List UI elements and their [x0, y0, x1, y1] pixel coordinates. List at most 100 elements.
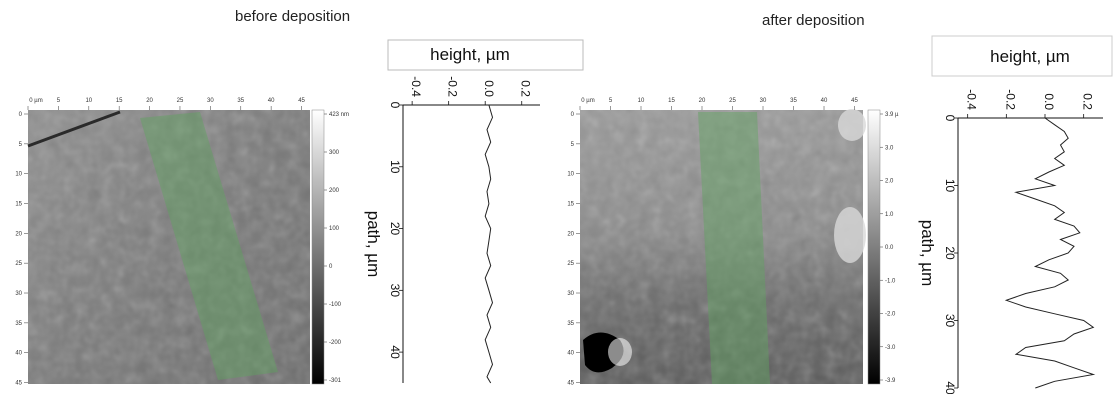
colorbar-tick-label: 300 — [329, 150, 340, 156]
map-y-tick-label: 35 — [567, 321, 574, 327]
map-x-tick-label: 5 — [57, 98, 61, 104]
after-deposition-title: after deposition — [762, 12, 865, 29]
colorbar-tick-label: -100 — [329, 302, 342, 308]
profile-y-tick-label: 30 — [943, 314, 957, 328]
profile-after: height, µm -0.4 -0.2 0.0 0.2 0 10 20 30 40 path, µ… — [918, 35, 1113, 394]
colorbar-tick-label: 2.0 — [885, 179, 894, 185]
profile-x-tick-label: -0.2 — [446, 76, 460, 97]
xlabel-box-before — [387, 39, 584, 71]
afm-map-before: 0 µm 5 10 15 20 25 30 35 40 45051015202530354045 … — [15, 98, 349, 387]
colorbar-tick-label: 3.0 — [885, 145, 894, 151]
map-y-tick-label: 20 — [567, 231, 574, 237]
map-x-tick-label: 35 — [790, 98, 797, 104]
colorbar-tick-label: -200 — [329, 340, 342, 346]
map-y-tick-label: 45 — [15, 381, 22, 387]
map-y-tick-label: 30 — [567, 291, 574, 297]
afm-map-after: 0 µm 5 10 15 20 25 30 35 40 45051015202530354045 … — [567, 98, 899, 387]
profile-ylabel: path, µm — [918, 220, 937, 287]
map-y-tick-label: 20 — [15, 231, 22, 237]
colorbar-before — [311, 109, 325, 385]
scratch-line — [27, 110, 121, 148]
map-y-tick-label: 15 — [15, 202, 22, 208]
profile-x-tick-label: -0.4 — [409, 76, 423, 97]
profile-ylabel: path, µm — [364, 211, 383, 278]
map-y-tick-label: 45 — [567, 381, 574, 387]
map-x-tick-label: 0 µm — [581, 98, 594, 104]
map-x-tick-label: 15 — [668, 98, 675, 104]
map-y-tick-label: 0 — [571, 112, 575, 118]
map-y-tick-label: 35 — [15, 321, 22, 327]
map-x-tick-label: 40 — [268, 98, 275, 104]
map-x-tick-label: 15 — [116, 98, 123, 104]
map-x-tick-label: 5 — [609, 98, 613, 104]
map-x-tick-label: 45 — [851, 98, 858, 104]
profile-x-tick-label: 0.2 — [1081, 93, 1095, 110]
map-y-tick-label: 10 — [567, 172, 574, 178]
map-x-tick-label: 25 — [729, 98, 736, 104]
colorbar-tick-label: 0 — [329, 264, 333, 270]
bright-spot-right — [834, 207, 866, 263]
profile-y-tick-label: 40 — [943, 381, 957, 394]
map-y-tick-label: 40 — [15, 351, 22, 357]
scan-highlight-after — [698, 112, 770, 384]
map-x-tick-label: 20 — [146, 98, 153, 104]
map-y-tick-label: 25 — [567, 261, 574, 267]
profile-x-tick-label: -0.2 — [1003, 89, 1017, 110]
profile-plot-after: height, µm -0.4 -0.2 0.0 0.2 0 10 20 30 40 path, µ… — [918, 47, 1103, 394]
profile-line — [1004, 117, 1096, 389]
profile-x-tick-label: -0.4 — [965, 89, 979, 110]
map-x-tick-label: 0 µm — [29, 98, 42, 104]
profile-line — [484, 104, 494, 384]
bright-spot-top — [838, 109, 866, 141]
colorbar-tick-label: -3.0 — [885, 345, 896, 351]
map-x-tick-label: 40 — [821, 98, 828, 104]
map-x-tick-label: 45 — [298, 98, 305, 104]
colorbar-after — [867, 109, 881, 385]
map-y-tick-label: 15 — [567, 202, 574, 208]
colorbar-tick-label: 1.0 — [885, 212, 894, 218]
bright-halo — [608, 338, 632, 366]
profile-y-tick-label: 20 — [388, 222, 402, 236]
profile-y-tick-label: 40 — [388, 345, 402, 359]
map-x-tick-label: 35 — [237, 98, 244, 104]
colorbar-tick-label: 0.0 — [885, 245, 894, 251]
xlabel-box-after — [931, 35, 1113, 77]
colorbar-tick-label: -301 — [329, 378, 342, 384]
profile-xlabel: height, µm — [990, 47, 1070, 66]
profile-plot-before: height, µm -0.4 -0.2 0.0 0.2 0 10 20 30 40 path, µ… — [364, 45, 540, 384]
profile-y-tick-label: 10 — [943, 179, 957, 193]
afm-axes-before: 0 µm 5 10 15 20 25 30 35 40 45 0 5 10 15 20 25 30 35 40 45 — [15, 98, 305, 387]
map-x-tick-label: 20 — [699, 98, 706, 104]
profile-y-tick-label: 20 — [943, 246, 957, 260]
scan-highlight-before — [140, 112, 278, 380]
profile-y-tick-label: 10 — [388, 160, 402, 174]
colorbar-ticks-before: 423 nm 300 200 100 0 -100 -200 -301 — [324, 112, 349, 384]
colorbar-tick-label: -2.0 — [885, 312, 896, 318]
map-y-tick-label: 10 — [15, 172, 22, 178]
afm-axes-after: 0 µm 5 10 15 20 25 30 35 40 45 0 5 10 15 20 25 30 35 40 45 — [567, 98, 858, 387]
colorbar-ticks-after: 3.9 µ 3.0 2.0 1.0 0.0 -1.0 -2.0 -3.0 -3.9 — [880, 112, 899, 384]
map-x-tick-label: 30 — [207, 98, 214, 104]
map-x-tick-label: 25 — [177, 98, 184, 104]
profile-y-tick-label: 30 — [388, 284, 402, 298]
profile-x-tick-label: 0.0 — [482, 80, 496, 97]
afm-texture-after — [580, 110, 863, 384]
map-y-tick-label: 30 — [15, 291, 22, 297]
colorbar-tick-label: -3.9 — [885, 378, 896, 384]
before-deposition-title: before deposition — [235, 8, 351, 25]
map-y-tick-label: 5 — [571, 142, 575, 148]
profile-y-tick-label: 0 — [388, 102, 402, 109]
colorbar-tick-label: 423 nm — [329, 112, 349, 118]
profile-x-tick-label: 0.2 — [519, 80, 533, 97]
map-x-tick-label: 10 — [85, 98, 92, 104]
profile-x-tick-label: 0.0 — [1042, 93, 1056, 110]
profile-before: height, µm -0.4 -0.2 0.0 0.2 0 10 20 30 40 path, µ… — [364, 39, 584, 384]
map-y-tick-label: 25 — [15, 261, 22, 267]
map-y-tick-label: 40 — [567, 351, 574, 357]
map-y-tick-label: 5 — [19, 142, 23, 148]
profile-xlabel: height, µm — [430, 45, 510, 64]
colorbar-tick-label: 200 — [329, 188, 340, 194]
afm-texture-before — [28, 110, 310, 384]
map-x-tick-label: 10 — [638, 98, 645, 104]
